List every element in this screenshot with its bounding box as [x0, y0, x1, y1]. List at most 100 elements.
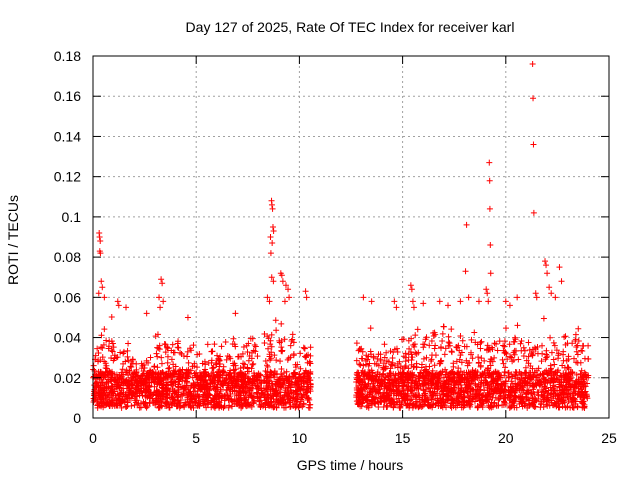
data-point	[275, 393, 282, 400]
data-point	[184, 353, 191, 360]
data-point	[529, 394, 536, 401]
data-point	[405, 365, 412, 372]
data-point	[478, 402, 485, 409]
data-point	[139, 392, 146, 399]
data-point	[580, 398, 587, 405]
data-point	[567, 404, 574, 411]
data-point	[578, 347, 585, 354]
data-point	[520, 396, 527, 403]
data-point	[187, 367, 194, 374]
data-point	[477, 345, 484, 352]
data-point	[101, 358, 108, 365]
data-point	[156, 382, 163, 389]
data-point	[194, 391, 201, 398]
data-point	[408, 377, 415, 384]
data-point	[183, 369, 190, 376]
data-point	[206, 387, 213, 394]
data-point	[299, 403, 306, 410]
data-point	[164, 359, 171, 366]
data-point	[171, 387, 178, 394]
data-point	[107, 369, 114, 376]
data-point	[408, 286, 415, 293]
data-point	[471, 329, 478, 336]
data-point	[527, 401, 534, 408]
data-point	[173, 400, 180, 407]
data-point	[510, 398, 517, 405]
data-point	[494, 377, 501, 384]
data-point	[304, 359, 311, 366]
data-point	[478, 372, 485, 379]
data-point	[373, 373, 380, 380]
data-point	[137, 400, 144, 407]
data-point	[560, 397, 567, 404]
data-point	[109, 348, 116, 355]
data-point	[408, 351, 415, 358]
data-point	[287, 403, 294, 410]
data-point	[98, 278, 105, 285]
data-point	[264, 362, 271, 369]
data-point	[118, 379, 125, 386]
data-point	[154, 375, 161, 382]
data-point	[463, 401, 470, 408]
data-point	[110, 344, 117, 351]
data-points	[90, 61, 592, 411]
data-point	[153, 350, 160, 357]
data-point	[164, 387, 171, 394]
data-point	[506, 341, 513, 348]
data-point	[282, 385, 289, 392]
data-point	[210, 395, 217, 402]
data-point	[574, 404, 581, 411]
data-point	[214, 401, 221, 408]
data-point	[93, 384, 100, 391]
data-point	[421, 375, 428, 382]
data-point	[462, 268, 469, 275]
data-point	[434, 395, 441, 402]
data-point	[478, 338, 485, 345]
data-point	[180, 390, 187, 397]
data-point	[97, 368, 104, 375]
data-point	[269, 223, 276, 230]
data-point	[241, 372, 248, 379]
data-point	[459, 337, 466, 344]
data-point	[185, 372, 192, 379]
data-point	[268, 372, 275, 379]
data-point	[95, 358, 102, 365]
data-point	[485, 346, 492, 353]
data-point	[430, 392, 437, 399]
data-point	[432, 331, 439, 338]
data-point	[392, 382, 399, 389]
data-point	[306, 374, 313, 381]
data-point	[117, 349, 124, 356]
data-point	[486, 205, 493, 212]
data-point	[164, 345, 171, 352]
data-point	[431, 385, 438, 392]
data-point	[269, 240, 276, 247]
data-point	[356, 361, 363, 368]
data-point	[435, 400, 442, 407]
data-point	[547, 366, 554, 373]
data-point	[432, 342, 439, 349]
data-point	[297, 373, 304, 380]
data-point	[164, 401, 171, 408]
data-point	[175, 344, 182, 351]
data-point	[485, 298, 492, 305]
data-point	[252, 343, 259, 350]
data-point	[416, 394, 423, 401]
data-point	[502, 298, 509, 305]
data-point	[504, 356, 511, 363]
data-point	[238, 378, 245, 385]
data-point	[268, 349, 275, 356]
data-point	[140, 384, 147, 391]
data-point	[511, 347, 518, 354]
data-point	[163, 344, 170, 351]
data-point	[279, 278, 286, 285]
data-point	[194, 351, 201, 358]
data-point	[307, 352, 314, 359]
data-point	[455, 398, 462, 405]
data-point	[369, 375, 376, 382]
data-point	[129, 360, 136, 367]
data-point	[219, 380, 226, 387]
data-point	[176, 374, 183, 381]
data-point	[383, 349, 390, 356]
data-point	[397, 363, 404, 370]
